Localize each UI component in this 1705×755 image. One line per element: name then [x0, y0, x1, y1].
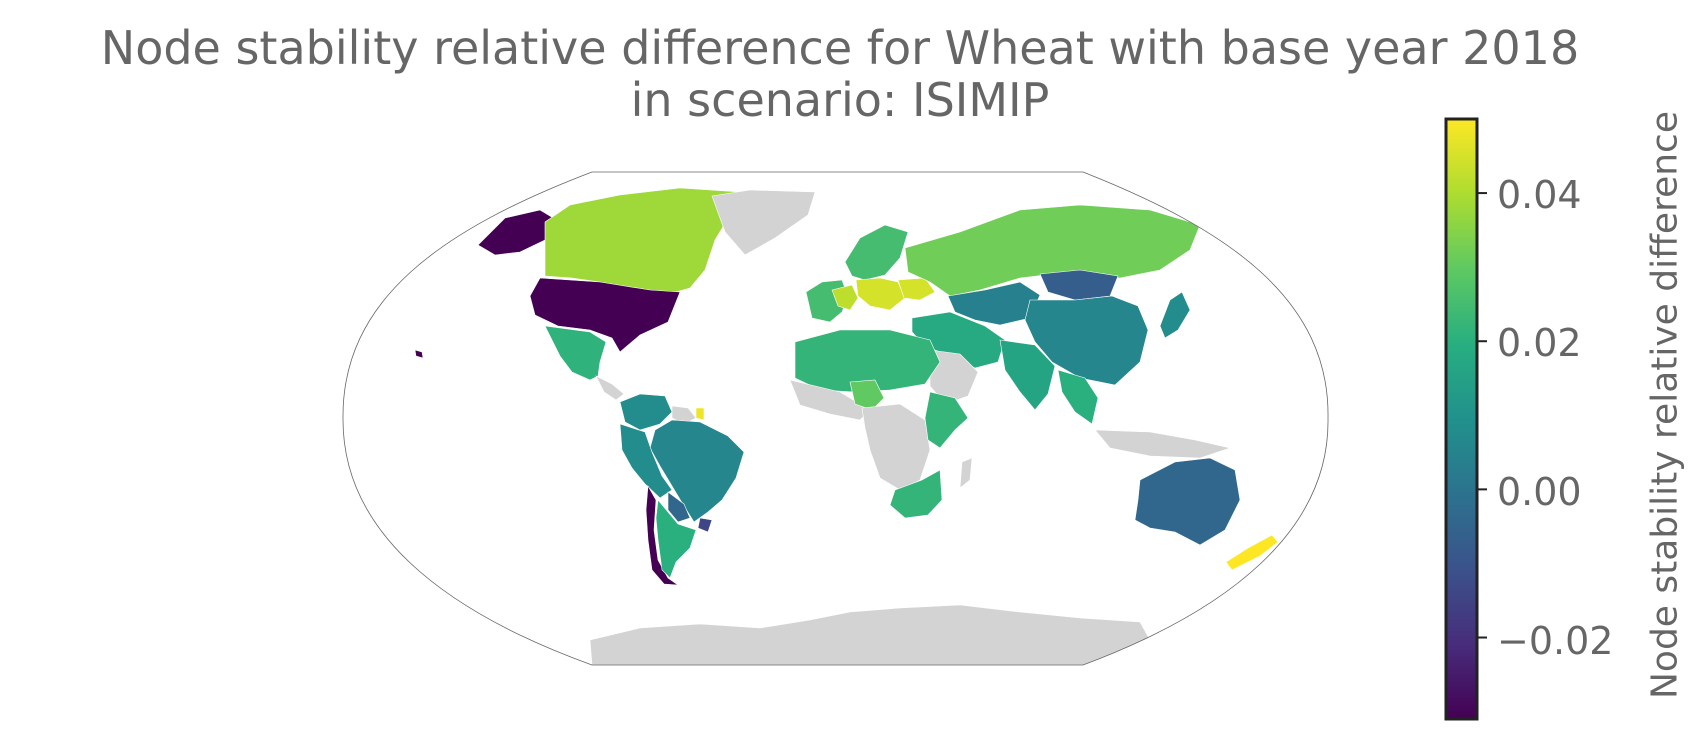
region-greenland [711, 189, 816, 256]
colorbar-tick-label-1: 0.02 [1497, 321, 1582, 365]
region-china [1024, 295, 1149, 386]
region-central-europe [855, 277, 906, 311]
region-central-africa [861, 403, 931, 491]
region-mongolia [1039, 269, 1119, 301]
region-brazil [649, 419, 745, 523]
region-canada [544, 187, 741, 296]
region-chile [645, 485, 680, 586]
region-arabian-peninsula [929, 349, 979, 405]
region-antarctica [589, 604, 1151, 665]
region-scandinavia [844, 224, 909, 281]
region-japan [1159, 291, 1191, 339]
region-paraguay [667, 491, 691, 523]
region-australia [1134, 457, 1241, 546]
colorbar-tick-label-3: −0.02 [1497, 619, 1614, 663]
colorbar-tick-label-2: 0.00 [1497, 470, 1582, 514]
region-central-america [595, 375, 625, 401]
region-peru-bolivia [619, 423, 673, 499]
region-indonesia [1094, 429, 1232, 459]
region-southern-africa [889, 469, 943, 519]
region-madagascar [959, 457, 973, 489]
region-southeast-asia [1057, 369, 1099, 425]
region-russia [904, 204, 1201, 297]
region-west-africa [789, 379, 871, 421]
country-shapes [414, 187, 1279, 665]
colorbar-title: Node stability relative difference [1644, 111, 1686, 700]
region-argentina [655, 499, 697, 579]
title-line-1: Node stability relative difference for W… [100, 21, 1580, 75]
region-nigeria [849, 379, 885, 411]
region-france [831, 284, 859, 311]
region-uruguay [697, 517, 713, 533]
map-title: Node stability relative difference for W… [0, 22, 1680, 126]
region-india [999, 339, 1056, 411]
title-line-2: in scenario: ISIMIP [630, 73, 1050, 127]
region-mexico [544, 325, 607, 381]
region-suriname [695, 407, 705, 421]
region-east-africa [924, 391, 969, 449]
region-hawaii [414, 349, 424, 359]
region-colombia-venezuela [619, 393, 673, 431]
map-boundary [342, 171, 1329, 666]
colorbar [1444, 117, 1479, 721]
region-ukraine [897, 277, 936, 301]
colorbar-ticks [1477, 192, 1487, 639]
region-new-zealand [1225, 534, 1279, 571]
colorbar-tick-label-0: 0.04 [1497, 173, 1582, 217]
region-united-states [529, 277, 681, 353]
